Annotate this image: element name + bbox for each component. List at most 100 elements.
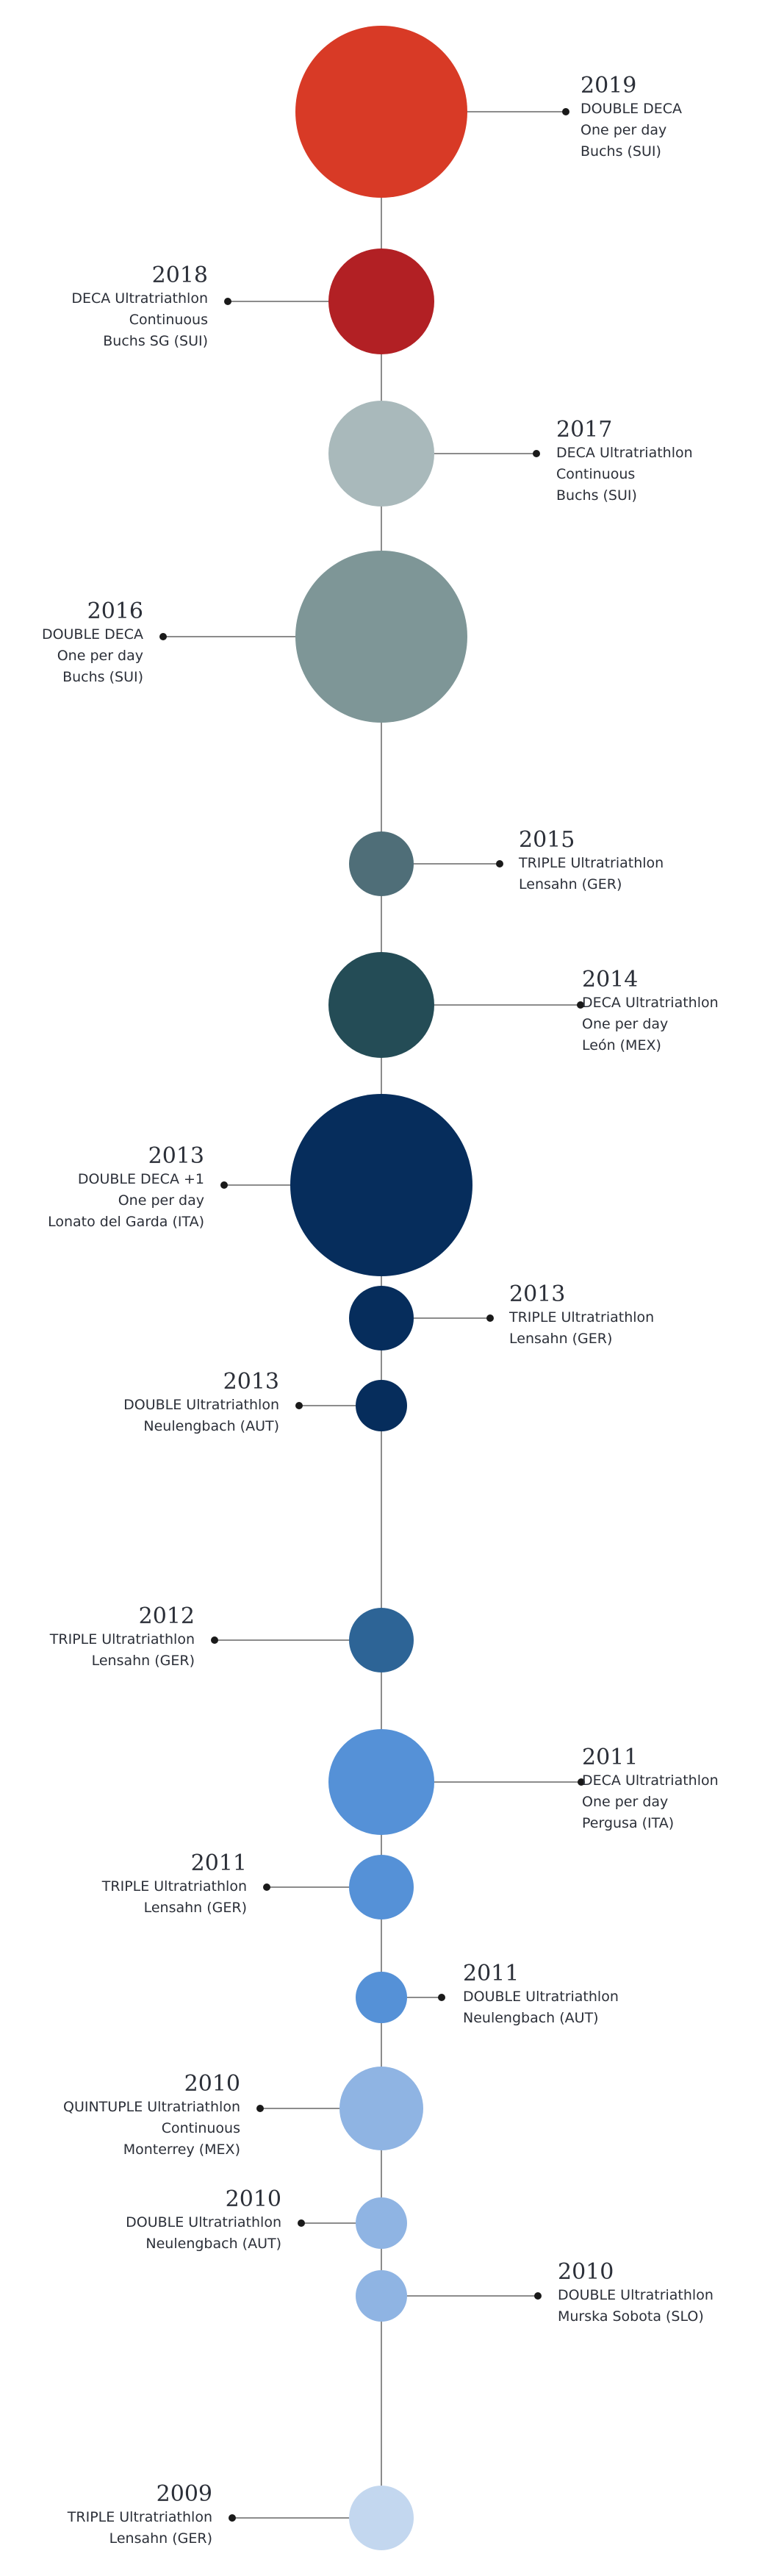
- connector-dot: [438, 1994, 445, 2001]
- event-year: 2012: [138, 1603, 195, 1629]
- event-year: 2010: [225, 2186, 281, 2212]
- event-detail-line: Lensahn (GER): [509, 1331, 613, 1347]
- event-year: 2011: [190, 1850, 247, 1876]
- event-label: 2013 DOUBLE Ultratriathlon Neulengbach (AU…: [123, 1371, 279, 1437]
- event-detail-line: DOUBLE Ultratriathlon: [463, 1989, 619, 2005]
- event-year: 2014: [582, 967, 639, 992]
- connector-dot: [295, 1402, 303, 1409]
- event-circle: [339, 2067, 423, 2150]
- event-detail-line: TRIPLE Ultratriathlon: [519, 855, 664, 871]
- event-detail-line: Monterrey (MEX): [123, 2142, 240, 2158]
- event-circle: [356, 2197, 407, 2249]
- event-detail-line: Continuous: [129, 312, 208, 328]
- event-detail-line: TRIPLE Ultratriathlon: [67, 2509, 212, 2525]
- connector-dot: [496, 860, 503, 867]
- event-detail-line: Buchs (SUI): [556, 487, 637, 504]
- event-detail-line: Continuous: [161, 2120, 240, 2136]
- event-circle: [356, 2270, 407, 2322]
- event-detail-line: One per day: [57, 648, 143, 664]
- event-detail-line: DOUBLE DECA +1: [77, 1171, 204, 1187]
- connector-dot: [211, 1636, 218, 1644]
- event-label: 2016 DOUBLE DECA One per day Buchs (SUI): [42, 601, 143, 688]
- event-detail-line: One per day: [582, 1016, 669, 1032]
- event-year: 2010: [558, 2259, 614, 2285]
- event-label: 2010 DOUBLE Ultratriathlon Murska Sobota (…: [558, 2261, 714, 2328]
- event-label: 2009 TRIPLE Ultratriathlon Lensahn (GER): [68, 2483, 212, 2550]
- event-detail-line: Continuous: [556, 466, 636, 482]
- connector-dot: [220, 1181, 228, 1189]
- event-detail-line: Lensahn (GER): [519, 876, 622, 892]
- connector-dot: [577, 1001, 584, 1009]
- connector-dot: [224, 298, 231, 305]
- event-detail-line: Buchs (SUI): [62, 669, 143, 685]
- event-year: 2017: [556, 417, 613, 443]
- event-detail-line: Buchs SG (SUI): [103, 333, 208, 349]
- event-year: 2019: [581, 73, 637, 99]
- event-label: 2015 TRIPLE Ultratriathlon Lensahn (GER): [519, 829, 664, 895]
- event-detail-line: Neulengbach (AUT): [145, 2236, 281, 2252]
- event-detail-line: DOUBLE Ultratriathlon: [558, 2287, 714, 2303]
- event-year: 2016: [87, 598, 143, 624]
- event-circle: [328, 401, 434, 507]
- event-detail-line: Murska Sobota (SLO): [558, 2308, 704, 2325]
- event-circle: [328, 248, 434, 354]
- event-year: 2018: [151, 262, 208, 288]
- event-detail-line: Neulengbach (AUT): [143, 1418, 279, 1434]
- event-detail-line: Lensahn (GER): [143, 1900, 247, 1916]
- event-label: 2019 DOUBLE DECA One per day Buchs (SUI): [581, 75, 682, 162]
- event-label: 2011 TRIPLE Ultratriathlon Lensahn (GER): [102, 1853, 247, 1919]
- event-circle: [290, 1094, 472, 1276]
- event-label: 2017 DECA Ultratriathlon Continuous Buchs (…: [556, 419, 693, 507]
- event-label: 2011 DOUBLE Ultratriathlon Neulengbach (AU…: [463, 1963, 619, 2029]
- event-detail-line: TRIPLE Ultratriathlon: [509, 1309, 655, 1325]
- event-detail-line: Pergusa (ITA): [582, 1815, 675, 1831]
- event-year: 2013: [509, 1281, 566, 1307]
- event-detail-line: TRIPLE Ultratriathlon: [49, 1631, 195, 1647]
- event-circle: [328, 952, 434, 1058]
- event-label: 2012 TRIPLE Ultratriathlon Lensahn (GER): [50, 1606, 195, 1672]
- event-detail-line: DOUBLE DECA: [41, 626, 143, 643]
- connector-dot: [229, 2514, 236, 2522]
- event-label: 2013 TRIPLE Ultratriathlon Lensahn (GER): [509, 1284, 654, 1350]
- event-detail-line: DECA Ultratriathlon: [582, 995, 719, 1011]
- event-year: 2011: [582, 1745, 639, 1770]
- event-year: 2011: [463, 1961, 520, 1986]
- connector-dot: [578, 1778, 585, 1786]
- event-year: 2013: [223, 1369, 279, 1395]
- event-detail-line: Lonato del Garda (ITA): [48, 1214, 204, 1230]
- event-detail-line: TRIPLE Ultratriathlon: [101, 1878, 247, 1895]
- event-circle: [349, 1608, 414, 1672]
- event-detail-line: DECA Ultratriathlon: [556, 445, 693, 461]
- connector-dot: [486, 1314, 494, 1322]
- event-detail-line: DOUBLE Ultratriathlon: [126, 2214, 281, 2230]
- connector-dot: [298, 2219, 305, 2227]
- event-circle: [295, 551, 467, 723]
- event-label: 2010 QUINTUPLE Ultratriathlon Continuous Mo…: [63, 2073, 240, 2161]
- connector-dot: [562, 108, 569, 115]
- event-year: 2010: [184, 2071, 240, 2097]
- event-detail-line: QUINTUPLE Ultratriathlon: [63, 2099, 240, 2115]
- event-detail-line: Lensahn (GER): [91, 1653, 195, 1669]
- event-circle: [349, 1855, 414, 1920]
- event-circle: [349, 831, 414, 896]
- event-circle: [356, 1380, 407, 1431]
- event-label: 2013 DOUBLE DECA +1 One per day Lonato del …: [48, 1145, 204, 1233]
- event-detail-line: León (MEX): [582, 1037, 661, 1053]
- event-detail-line: One per day: [118, 1192, 204, 1209]
- event-circle: [349, 1286, 414, 1350]
- event-circle: [349, 2486, 414, 2550]
- event-label: 2014 DECA Ultratriathlon One per day León (…: [582, 969, 719, 1056]
- connector-dot: [533, 450, 540, 457]
- event-detail-line: Lensahn (GER): [109, 2530, 212, 2547]
- event-label: 2010 DOUBLE Ultratriathlon Neulengbach (AU…: [126, 2189, 281, 2255]
- connector-dot: [534, 2292, 542, 2300]
- event-detail-line: Buchs (SUI): [581, 143, 661, 160]
- event-circle: [328, 1729, 434, 1835]
- connector-dot: [159, 633, 167, 640]
- connector-dot: [263, 1883, 270, 1891]
- event-label: 2011 DECA Ultratriathlon One per day Pergus…: [582, 1747, 719, 1834]
- event-detail-line: DOUBLE Ultratriathlon: [123, 1397, 279, 1413]
- event-year: 2015: [519, 827, 575, 853]
